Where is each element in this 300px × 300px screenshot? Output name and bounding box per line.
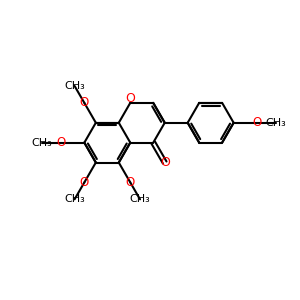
Text: CH₃: CH₃ <box>32 138 52 148</box>
Text: O: O <box>125 92 135 105</box>
Text: CH₃: CH₃ <box>64 194 85 204</box>
Text: CH₃: CH₃ <box>64 81 85 91</box>
Text: O: O <box>80 176 89 189</box>
Text: CH₃: CH₃ <box>266 118 286 128</box>
Text: O: O <box>57 136 66 149</box>
Text: O: O <box>252 116 261 129</box>
Text: O: O <box>126 176 135 189</box>
Text: O: O <box>160 156 170 169</box>
Text: O: O <box>80 96 89 110</box>
Text: CH₃: CH₃ <box>130 194 150 204</box>
